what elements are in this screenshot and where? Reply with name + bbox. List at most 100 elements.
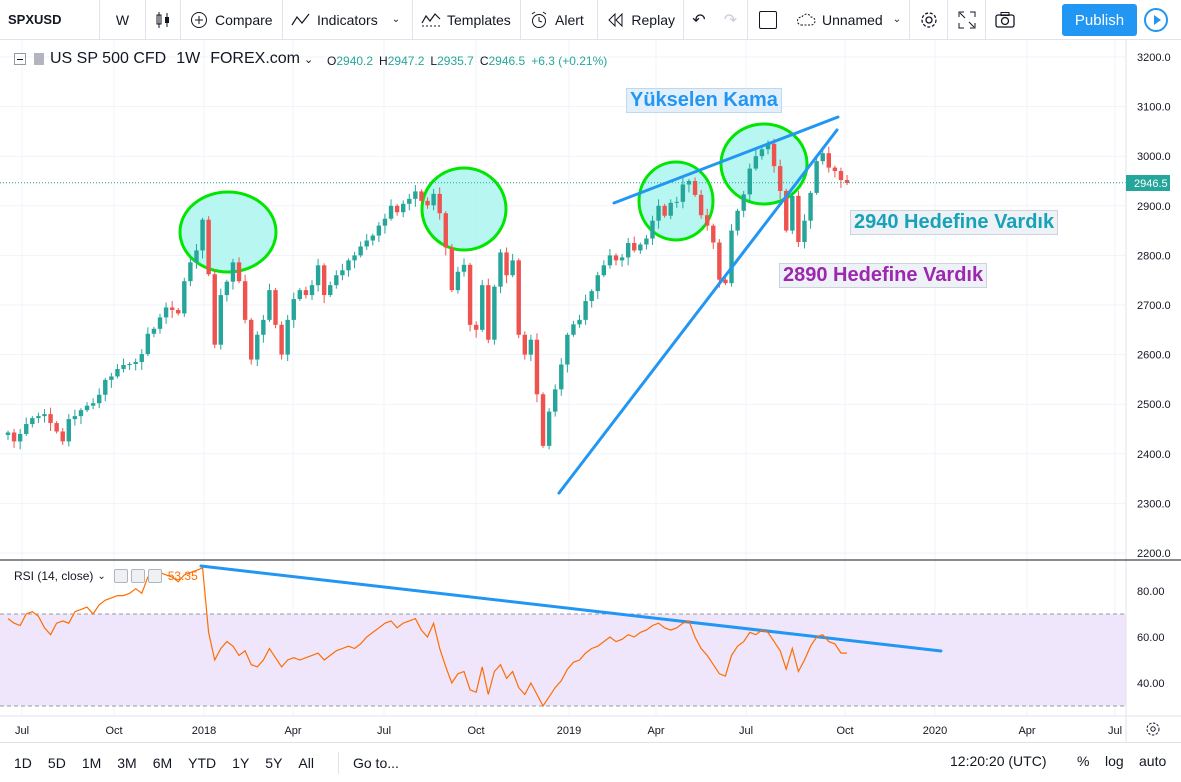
chevron-down-icon[interactable]: ⌄	[97, 570, 106, 582]
legend-source: FOREX.com	[210, 50, 300, 67]
rsi-label[interactable]: RSI (14, close)	[14, 569, 94, 583]
close-icon[interactable]	[147, 569, 162, 583]
candle-body	[765, 143, 771, 150]
snapshot-button[interactable]	[986, 0, 1024, 40]
chart-type-button[interactable]	[146, 0, 181, 40]
trendline	[557, 128, 839, 495]
candle-body	[394, 205, 400, 213]
settings-button[interactable]	[910, 0, 948, 40]
chevron-down-icon: ⌄	[391, 14, 401, 25]
candle-body	[534, 339, 540, 395]
range-button-1m[interactable]: 1M	[81, 754, 102, 771]
time-tick-label: Jul	[739, 725, 753, 737]
save-layout-button[interactable]: Unnamed ⌄	[788, 0, 910, 40]
indicators-button[interactable]: Indicators ⌄	[283, 0, 413, 40]
candle-body	[443, 213, 448, 248]
rsi-axis[interactable]: 80.00 60.00 40.00	[1137, 586, 1165, 690]
candle-body	[230, 262, 236, 282]
chart-area[interactable]: 3200.0 3100.0 3000.0 2900.0 2800.0 2700.0 2600…	[0, 40, 1181, 742]
replay-button[interactable]: Replay	[598, 0, 684, 40]
alert-button[interactable]: Alert	[521, 0, 598, 40]
camera-icon	[995, 11, 1015, 29]
compare-button[interactable]: Compare	[181, 0, 283, 40]
candle-body	[619, 257, 625, 261]
range-button-5y[interactable]: 5Y	[265, 754, 283, 771]
fullscreen-button[interactable]	[948, 0, 986, 40]
alert-label: Alert	[555, 11, 584, 28]
play-button[interactable]	[1144, 8, 1168, 32]
gear-icon[interactable]	[130, 569, 145, 583]
square-icon	[759, 10, 777, 29]
chevron-down-icon: ⌄	[892, 14, 902, 25]
candle-body	[328, 285, 333, 296]
candle-body	[784, 190, 789, 231]
cloud-icon	[796, 10, 816, 30]
candle-body	[729, 230, 734, 284]
flag-icon[interactable]	[34, 53, 44, 65]
publish-button[interactable]: Publish	[1062, 4, 1137, 36]
high-value: 2947.2	[387, 54, 425, 68]
divider	[337, 751, 339, 774]
candle-body	[498, 252, 503, 287]
price-tick-label: 2900.0	[1137, 201, 1171, 213]
range-button-3m[interactable]: 3M	[117, 754, 137, 771]
candles	[5, 138, 850, 450]
target2-annotation[interactable]: 2890 Hedefine Vardık	[779, 263, 988, 288]
time-tick-label: Apr	[647, 725, 664, 737]
templates-button[interactable]: Templates	[413, 0, 521, 40]
templates-icon	[421, 10, 441, 30]
layout-button[interactable]	[748, 0, 788, 40]
candle-body	[589, 291, 594, 302]
target1-annotation[interactable]: 2940 Hedefine Vardık	[850, 210, 1059, 235]
candle-body	[559, 364, 564, 390]
candle-body	[808, 192, 813, 221]
rsi-tick-label: 60.00	[1137, 632, 1165, 644]
range-button-1d[interactable]: 1D	[14, 754, 32, 771]
indicators-label: Indicators	[317, 11, 378, 28]
bottom-toolbar: 1D 5D 1M 3M 6M YTD 1Y 5Y All Go to... 12:20:20 (…	[0, 742, 1181, 782]
candle-body	[151, 328, 157, 334]
trendline	[612, 115, 840, 205]
clock-label[interactable]: 12:20:20 (UTC)	[950, 753, 1047, 769]
axis-settings-button[interactable]	[1146, 722, 1160, 736]
undo-button[interactable]: ↶	[684, 0, 714, 40]
price-axis[interactable]: 3200.0 3100.0 3000.0 2900.0 2800.0 2700.0 2600…	[1137, 52, 1171, 560]
highlight-circle	[178, 190, 278, 274]
chevron-down-icon[interactable]: ⌄	[304, 53, 314, 66]
wedge-annotation[interactable]: Yükselen Kama	[626, 88, 782, 113]
log-toggle[interactable]: log	[1105, 753, 1124, 769]
eye-icon[interactable]	[113, 569, 128, 583]
price-tick-label: 2700.0	[1137, 300, 1171, 312]
candle-body	[698, 194, 704, 216]
candle-body	[455, 271, 461, 291]
chart-canvas[interactable]: 3200.0 3100.0 3000.0 2900.0 2800.0 2700.0 2600…	[0, 40, 1181, 742]
price-tick-label: 2500.0	[1137, 399, 1171, 411]
candle-body	[90, 403, 96, 406]
goto-button[interactable]: Go to...	[352, 754, 399, 771]
time-tick-label: 2020	[923, 725, 947, 737]
auto-toggle[interactable]: auto	[1139, 753, 1167, 769]
trendlines[interactable]	[199, 115, 943, 653]
symbol-label: SPXUSD	[8, 12, 62, 27]
redo-button[interactable]: ↷	[714, 0, 748, 40]
rsi-legend: RSI (14, close) ⌄ 53.35	[14, 569, 198, 583]
time-axis[interactable]: Jul Oct 2018 Apr Jul Oct 2019 Apr Jul Oct 2020 Apr J…	[15, 725, 1122, 737]
candle-body	[352, 255, 357, 261]
range-button-1y[interactable]: 1Y	[232, 754, 250, 771]
range-button-all[interactable]: All	[298, 754, 314, 771]
symbol-search-button[interactable]: SPXUSD	[0, 0, 100, 40]
range-button-6m[interactable]: 6M	[152, 754, 173, 771]
range-button-ytd[interactable]: YTD	[188, 754, 217, 771]
candle-body	[820, 153, 825, 162]
candle-body	[163, 307, 169, 318]
candle-body	[176, 309, 181, 314]
interval-button[interactable]: W	[100, 0, 146, 40]
candle-body	[425, 200, 430, 206]
range-button-5d[interactable]: 5D	[47, 754, 66, 771]
candle-body	[467, 264, 473, 325]
candle-body	[115, 368, 120, 377]
percent-toggle[interactable]: %	[1077, 753, 1090, 769]
collapse-legend-icon[interactable]	[14, 53, 26, 65]
legend-title[interactable]: US SP 500 CFD	[50, 50, 167, 67]
time-tick-label: Jul	[377, 725, 391, 737]
